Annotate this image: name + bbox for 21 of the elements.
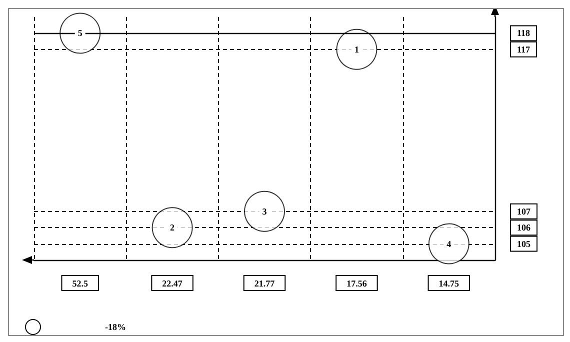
- text: -18%: [105, 322, 126, 332]
- annotation: 4: [446, 238, 452, 249]
- y-tick-label: 117: [517, 44, 531, 54]
- point: [336, 28, 378, 70]
- annotation: 5: [78, 28, 83, 38]
- y-tick-label: 105: [517, 238, 531, 249]
- x-tick-label: 22.47: [162, 278, 183, 288]
- y-tick-label: 118: [517, 28, 531, 38]
- annotation: 3: [262, 206, 268, 216]
- y-tick-label: 107: [517, 206, 531, 216]
- x-tick-label: 52.5: [72, 278, 88, 288]
- point: [152, 207, 193, 248]
- y-tick-label: 106: [517, 222, 531, 233]
- point: [244, 190, 285, 232]
- x-tick-label: 14.75: [438, 278, 460, 288]
- point: [60, 12, 101, 54]
- x-tick-label: 17.56: [346, 278, 368, 288]
- annotation: 2: [170, 222, 176, 233]
- point: [428, 223, 470, 264]
- annotation: 1: [354, 44, 360, 54]
- x-tick-label: 21.77: [254, 278, 276, 288]
